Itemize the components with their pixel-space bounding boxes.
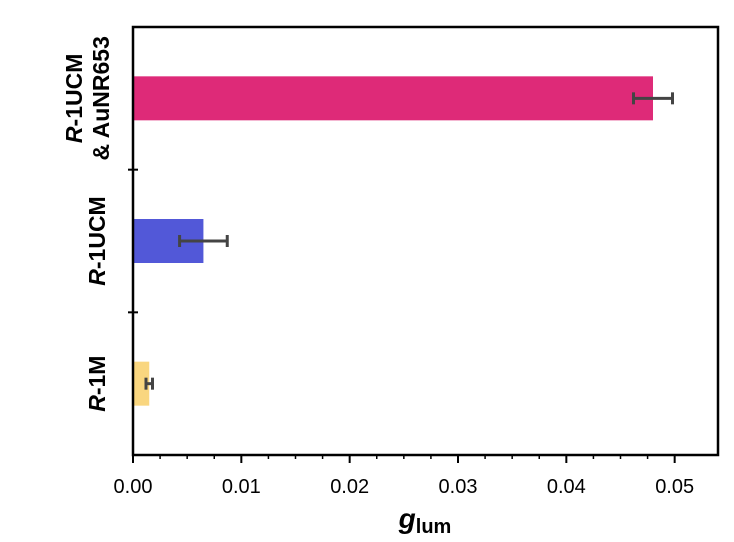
x-tick-label: 0.05 <box>655 476 694 498</box>
bar <box>133 361 150 406</box>
x-axis-title-main: g <box>398 503 416 534</box>
bars-layer <box>133 76 653 406</box>
category-label: R-1UCM <box>84 196 110 285</box>
category-label-line2: & AuNR653 <box>88 36 114 160</box>
ticks-layer <box>128 168 676 463</box>
bar <box>133 76 653 121</box>
x-axis-title-sub: lum <box>416 516 452 538</box>
plot-frame <box>131 25 720 457</box>
labels-layer: 0.00 0.01 0.02 0.03 0.04 0.05 R-1M R-1UCM R-1UCM… <box>61 36 694 498</box>
x-tick-label: 0.02 <box>330 476 369 498</box>
error-bars-layer <box>144 92 674 390</box>
x-tick-label: 0.03 <box>439 476 478 498</box>
x-axis-title: glum <box>398 503 452 538</box>
x-tick-label: 0.01 <box>222 476 261 498</box>
x-tick-label: 0.00 <box>114 476 153 498</box>
x-tick-label: 0.04 <box>547 476 586 498</box>
category-label: R-1UCM <box>61 54 87 143</box>
category-label: R-1M <box>84 356 110 412</box>
